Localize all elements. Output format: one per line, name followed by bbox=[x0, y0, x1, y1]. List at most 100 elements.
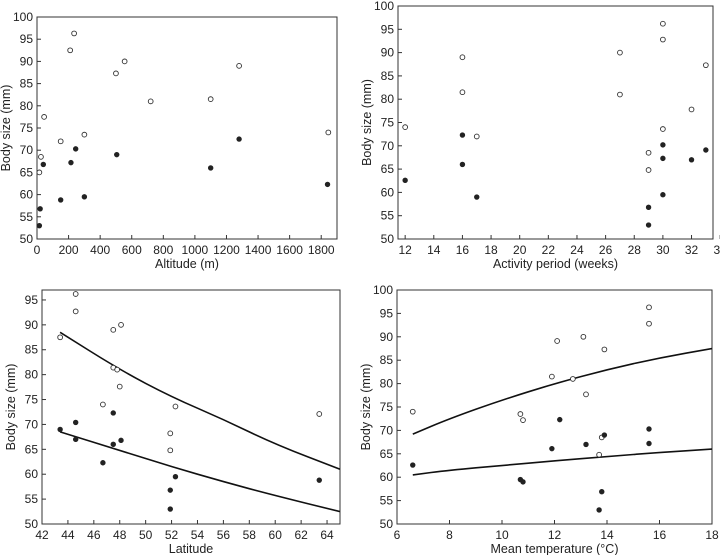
filled-data-point bbox=[459, 161, 466, 168]
open-data-point bbox=[646, 304, 652, 311]
open-data-point bbox=[554, 338, 560, 344]
fit-curve-1 bbox=[59, 331, 340, 470]
y-tick-label: 65 bbox=[25, 442, 39, 456]
filled-data-point bbox=[660, 155, 666, 162]
y-tick-label: 60 bbox=[20, 188, 34, 202]
filled-data-point bbox=[660, 142, 666, 148]
open-data-point bbox=[72, 291, 79, 297]
open-data-point bbox=[459, 89, 466, 96]
x-tick-label: 46 bbox=[87, 528, 101, 542]
plot-frame bbox=[36, 16, 338, 240]
open-data-point bbox=[121, 58, 128, 65]
x-tick-label: 16 bbox=[456, 243, 470, 257]
x-tick-label: 1800 bbox=[308, 243, 335, 257]
y-tick-label: 70 bbox=[20, 143, 34, 157]
y-tick-label: 60 bbox=[380, 470, 394, 484]
open-data-point bbox=[601, 346, 608, 353]
fit-curve-2 bbox=[412, 448, 712, 476]
x-tick-label: 12 bbox=[398, 243, 412, 257]
y-tick-label: 75 bbox=[20, 121, 34, 135]
y-axis-label: Body size (mm) bbox=[0, 85, 13, 172]
open-data-point bbox=[316, 411, 323, 417]
x-axis-label: Altitude (m) bbox=[155, 257, 219, 271]
open-data-point bbox=[660, 20, 666, 27]
y-tick-label: 90 bbox=[380, 330, 394, 344]
filled-data-point bbox=[68, 159, 74, 166]
y-tick-label: 50 bbox=[380, 517, 394, 531]
x-tick-label: 18 bbox=[705, 528, 719, 542]
filled-data-point bbox=[110, 441, 116, 448]
open-data-point bbox=[172, 403, 179, 410]
y-tick-label: 65 bbox=[380, 447, 394, 461]
open-data-point bbox=[57, 334, 63, 341]
open-data-point bbox=[645, 149, 652, 156]
y-tick-label: 95 bbox=[381, 22, 395, 36]
open-data-point bbox=[236, 62, 242, 69]
y-tick-label: 55 bbox=[380, 494, 394, 508]
filled-data-point bbox=[596, 507, 602, 513]
fit-curve-2 bbox=[59, 431, 340, 513]
filled-data-point bbox=[110, 410, 116, 416]
chart-panel-2: 50 55 60 65 70 75 80 85 90 95 100 12 14 16 18 20 22 24 26 2… bbox=[360, 0, 720, 271]
x-tick-label: 0 bbox=[34, 243, 41, 257]
y-tick-label: 65 bbox=[381, 162, 395, 176]
x-tick-label: 20 bbox=[513, 243, 527, 257]
open-data-point bbox=[167, 430, 174, 437]
y-axis-label: Body size (mm) bbox=[4, 364, 18, 451]
open-data-point bbox=[520, 417, 526, 423]
y-tick-label: 50 bbox=[25, 517, 39, 531]
filled-data-point bbox=[72, 146, 79, 152]
chart-panel-3: 50 55 60 65 70 75 80 85 90 95 42 44 46 48 50 52 54 56 58 60… bbox=[4, 289, 341, 555]
y-tick-label: 65 bbox=[20, 165, 34, 179]
y-tick-label: 75 bbox=[380, 400, 394, 414]
open-data-point bbox=[167, 447, 174, 454]
chart-panel-4: 50 55 60 65 70 75 80 85 90 95 100 6 8 10 12 14 16 18 Mean … bbox=[359, 283, 719, 555]
filled-data-point bbox=[474, 194, 480, 200]
x-tick-label: 800 bbox=[153, 243, 173, 257]
filled-data-point bbox=[81, 194, 88, 200]
x-tick-label: 44 bbox=[61, 528, 75, 542]
x-tick-label: 34 bbox=[713, 243, 720, 257]
filled-data-point bbox=[410, 462, 416, 468]
filled-data-point bbox=[167, 487, 173, 493]
x-tick-label: 28 bbox=[628, 243, 642, 257]
filled-data-point bbox=[645, 222, 652, 228]
filled-data-point bbox=[646, 426, 652, 432]
filled-data-point bbox=[520, 479, 526, 485]
filled-data-point bbox=[72, 436, 79, 443]
open-data-point bbox=[660, 36, 666, 43]
open-data-point bbox=[617, 49, 623, 56]
y-tick-label: 95 bbox=[20, 32, 34, 46]
filled-data-point bbox=[557, 416, 563, 423]
open-data-point bbox=[325, 129, 332, 136]
y-axis-label: Body size (mm) bbox=[359, 364, 373, 451]
open-data-point bbox=[207, 96, 214, 102]
x-tick-label: 18 bbox=[484, 243, 498, 257]
filled-data-point bbox=[646, 440, 652, 447]
filled-data-point bbox=[688, 157, 695, 163]
open-data-point bbox=[110, 326, 117, 333]
x-tick-label: 400 bbox=[90, 243, 110, 257]
open-data-point bbox=[41, 114, 47, 120]
open-data-point bbox=[113, 70, 119, 77]
open-data-point bbox=[583, 391, 589, 398]
y-tick-label: 85 bbox=[20, 77, 34, 91]
open-data-point bbox=[36, 169, 43, 176]
filled-data-point bbox=[599, 489, 605, 495]
filled-data-point bbox=[40, 161, 47, 168]
open-data-point bbox=[702, 62, 709, 69]
x-axis-label: Activity period (weeks) bbox=[493, 257, 618, 271]
x-tick-label: 62 bbox=[294, 528, 308, 542]
open-data-point bbox=[660, 126, 666, 132]
x-tick-label: 1200 bbox=[213, 243, 240, 257]
open-data-point bbox=[580, 333, 587, 340]
open-data-point bbox=[81, 131, 88, 138]
y-tick-label: 85 bbox=[25, 343, 39, 357]
open-data-point bbox=[147, 98, 154, 105]
open-data-point bbox=[645, 167, 652, 173]
x-tick-label: 12 bbox=[548, 528, 562, 542]
y-tick-label: 90 bbox=[25, 318, 39, 332]
filled-data-point bbox=[118, 437, 124, 444]
y-tick-label: 100 bbox=[13, 10, 33, 24]
